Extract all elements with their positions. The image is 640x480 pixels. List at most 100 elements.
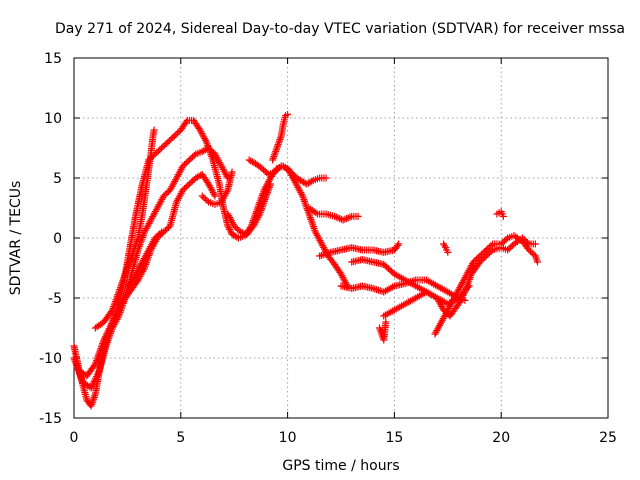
- data-point: [164, 138, 172, 146]
- data-point: [189, 153, 197, 161]
- data-point: [331, 212, 339, 220]
- data-point: [226, 227, 234, 235]
- x-tick-label: 0: [70, 430, 79, 446]
- y-tick-label: 0: [53, 231, 62, 247]
- data-point: [122, 267, 130, 275]
- data-point: [91, 376, 99, 384]
- series-track-c: [74, 170, 219, 380]
- data-point: [94, 353, 102, 361]
- data-point: [231, 232, 239, 240]
- data-point: [109, 316, 117, 324]
- data-point: [158, 144, 166, 152]
- data-point: [119, 277, 127, 285]
- data-point: [91, 360, 99, 368]
- data-point: [170, 132, 178, 140]
- data-point: [343, 215, 351, 223]
- data-point: [104, 328, 112, 336]
- x-tick-label: 15: [385, 430, 403, 446]
- data-point: [336, 215, 344, 223]
- data-point: [258, 164, 266, 172]
- data-point: [276, 135, 284, 143]
- data-point: [354, 212, 362, 220]
- x-axis-title: GPS time / hours: [282, 458, 399, 474]
- data-point: [107, 308, 115, 315]
- data-point: [174, 129, 182, 137]
- data-point: [113, 292, 121, 300]
- data-point: [528, 249, 536, 257]
- data-point: [274, 165, 282, 173]
- data-point: [179, 186, 187, 194]
- data-point: [474, 254, 482, 261]
- data-point: [109, 304, 117, 312]
- series-track-d: [91, 126, 158, 332]
- data-point: [163, 189, 171, 197]
- data-point: [126, 258, 134, 266]
- data-point: [274, 141, 282, 149]
- data-point: [181, 161, 189, 168]
- data-point: [312, 209, 320, 217]
- data-point: [485, 243, 493, 251]
- data-point: [115, 303, 123, 311]
- series-track-o: [493, 208, 507, 220]
- data-point: [114, 291, 122, 299]
- data-point: [129, 248, 137, 256]
- data-point: [89, 397, 97, 405]
- data-point: [269, 156, 277, 164]
- data-point: [298, 190, 306, 198]
- data-point: [115, 287, 123, 295]
- data-point: [93, 357, 101, 365]
- data-point: [208, 147, 216, 155]
- data-point: [90, 395, 98, 403]
- data-point: [99, 339, 107, 347]
- data-point: [184, 158, 192, 165]
- x-tick-label: 20: [492, 430, 510, 446]
- data-point: [181, 185, 189, 192]
- data-point: [106, 323, 114, 331]
- series-track-h: [269, 110, 292, 164]
- data-point: [272, 146, 280, 154]
- data-point: [485, 249, 493, 257]
- data-point: [477, 257, 485, 264]
- data-point: [233, 225, 241, 233]
- data-point: [107, 321, 115, 329]
- data-point: [481, 254, 489, 261]
- data-point: [162, 140, 170, 147]
- data-point: [395, 240, 403, 248]
- data-point: [103, 329, 111, 337]
- data-point: [153, 233, 161, 240]
- data-point: [90, 377, 98, 385]
- data-point: [154, 147, 162, 155]
- data-point: [120, 273, 128, 281]
- data-point: [92, 358, 100, 366]
- data-point: [161, 227, 169, 234]
- data-point: [479, 249, 487, 257]
- data-point: [133, 236, 141, 244]
- data-point: [263, 190, 271, 198]
- data-point: [131, 243, 139, 251]
- data-point: [182, 159, 190, 167]
- data-point: [133, 237, 141, 245]
- data-point: [110, 303, 118, 311]
- data-point: [72, 361, 80, 369]
- data-point: [277, 134, 285, 142]
- data-point: [476, 252, 484, 260]
- data-point: [499, 212, 507, 220]
- data-point: [150, 126, 158, 134]
- data-point: [166, 137, 174, 144]
- data-point: [108, 306, 116, 314]
- series-track-f: [245, 156, 330, 188]
- data-point: [332, 213, 340, 221]
- data-point: [108, 320, 116, 328]
- data-point: [271, 149, 279, 157]
- data-point: [151, 234, 159, 242]
- data-point: [89, 379, 97, 387]
- data-point: [70, 354, 78, 362]
- data-point: [260, 166, 268, 174]
- data-point: [101, 334, 109, 342]
- data-point: [108, 318, 116, 326]
- data-point: [471, 257, 479, 264]
- data-point: [97, 343, 105, 351]
- data-point: [71, 356, 79, 364]
- data-point: [154, 231, 162, 239]
